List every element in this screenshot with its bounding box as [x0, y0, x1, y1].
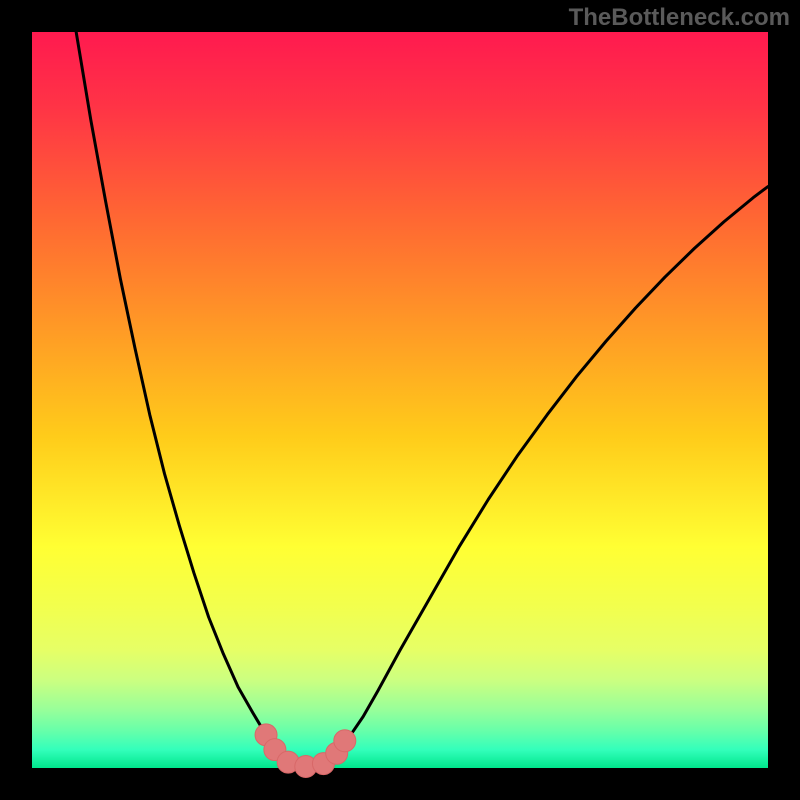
chart-svg	[0, 0, 800, 800]
plot-background	[32, 32, 768, 768]
watermark-text: TheBottleneck.com	[569, 4, 790, 32]
marker-point	[334, 730, 356, 752]
chart-container: TheBottleneck.com	[0, 0, 800, 800]
